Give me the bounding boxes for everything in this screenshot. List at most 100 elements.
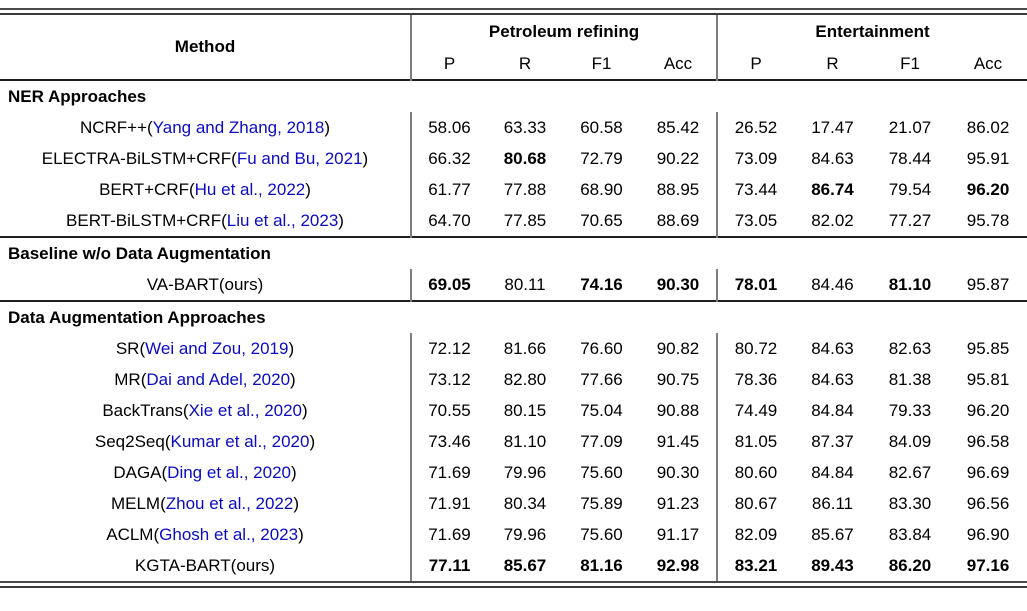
metric-value-cell: 58.06 <box>410 112 487 143</box>
method-name-close-paren: ) <box>338 210 344 230</box>
metric-value-cell: 78.44 <box>888 148 932 168</box>
metric-value-cell: 92.98 <box>656 555 700 575</box>
method-name: MR( <box>114 369 147 389</box>
metric-value-cell: 76.60 <box>580 338 623 358</box>
method-column-header: Method <box>174 37 236 56</box>
table-row: ACLM(Ghosh et al., 2023) 71.69 79.96 75.60 9… <box>0 519 1027 550</box>
citation-link[interactable]: Hu et al., 2022 <box>194 179 306 199</box>
metric-value-cell: 91.17 <box>656 524 700 544</box>
metric-value-cell: 70.65 <box>580 210 623 230</box>
method-cell: MR(Dai and Adel, 2020) <box>0 364 411 395</box>
method-name: MELM( <box>110 493 166 513</box>
metric-value-cell: 75.04 <box>580 400 623 420</box>
metric-value-cell: 85.67 <box>811 524 854 544</box>
metric-value-cell: 80.67 <box>716 488 794 519</box>
metric-value-cell: 96.56 <box>966 493 1010 513</box>
metric-value-cell: 81.66 <box>503 338 547 358</box>
metric-value-cell: 71.69 <box>410 519 487 550</box>
method-cell: MELM(Zhou et al., 2022) <box>0 488 411 519</box>
metric-value-cell: 91.45 <box>656 431 700 451</box>
metric-value-cell: 73.05 <box>716 205 794 237</box>
metric-value-cell: 96.20 <box>966 179 1010 199</box>
table-row: Seq2Seq(Kumar et al., 2020) 73.46 81.10 77.… <box>0 426 1027 457</box>
metric-value-cell: 77.66 <box>580 369 623 389</box>
citation-link[interactable]: Xie et al., 2020 <box>188 400 303 420</box>
metric-value-cell: 79.96 <box>503 524 547 544</box>
metric-value-cell: 80.11 <box>504 274 546 294</box>
metric-value-cell: 91.23 <box>656 493 700 513</box>
metric-value-cell: 86.11 <box>811 493 854 513</box>
metric-header-petroleum-acc: Acc <box>663 54 693 73</box>
metric-value-cell: 84.09 <box>888 431 932 451</box>
section-title: NER Approaches <box>0 79 1027 112</box>
citation-link[interactable]: Wei and Zou, 2019 <box>145 338 289 358</box>
metric-value-cell: 75.60 <box>580 462 623 482</box>
metric-header-petroleum-p: P <box>410 49 487 80</box>
section-header-row: NER Approaches <box>0 79 1027 112</box>
metric-header-entertainment-p: P <box>716 49 794 80</box>
method-name-close-paren: ) <box>293 493 300 513</box>
method-name: ELECTRA-BiLSTM+CRF( <box>41 148 237 168</box>
metric-value-cell: 84.84 <box>811 462 854 482</box>
metric-value-cell: 80.68 <box>503 148 547 168</box>
citation-plain: ours <box>236 555 270 575</box>
method-name: BERT+CRF( <box>99 179 195 199</box>
citation-link[interactable]: Ghosh et al., 2023 <box>159 524 299 544</box>
top-rule-gap <box>0 10 1027 13</box>
group-header-petroleum-refining: Petroleum refining <box>410 15 717 49</box>
citation-link[interactable]: Yang and Zhang, 2018 <box>152 117 325 137</box>
metric-value-cell: 69.05 <box>410 269 487 301</box>
method-cell: ACLM(Ghosh et al., 2023) <box>0 519 411 550</box>
table-row: KGTA-BART(ours) 77.11 85.67 81.16 92.98 83.21… <box>0 550 1027 581</box>
metric-header-petroleum-f1: F1 <box>591 54 612 73</box>
method-name: DAGA( <box>113 462 168 482</box>
method-cell: NCRF++(Yang and Zhang, 2018) <box>0 112 411 143</box>
metric-value-cell: 17.47 <box>811 117 854 137</box>
table-row: MELM(Zhou et al., 2022) 71.91 80.34 75.89 91… <box>0 488 1027 519</box>
metric-value-cell: 80.60 <box>716 457 794 488</box>
method-name-close-paren: ) <box>290 369 296 389</box>
citation-link[interactable]: Fu and Bu, 2021 <box>236 148 363 168</box>
metric-value-cell: 86.74 <box>811 179 854 199</box>
metric-value-cell: 97.16 <box>966 555 1010 575</box>
metric-value-cell: 21.07 <box>888 117 932 137</box>
metric-value-cell: 79.96 <box>503 462 547 482</box>
metric-value-cell: 78.01 <box>716 269 794 301</box>
section-title: Baseline w/o Data Augmentation <box>0 236 1027 269</box>
metric-value-cell: 80.15 <box>503 400 547 420</box>
citation-link[interactable]: Ding et al., 2020 <box>167 462 291 482</box>
metric-value-cell: 71.69 <box>410 457 487 488</box>
metric-value-cell: 72.79 <box>580 148 623 168</box>
method-name: BackTrans( <box>102 400 189 420</box>
metric-value-cell: 82.63 <box>888 338 932 358</box>
method-name-close-paren: ) <box>302 400 308 420</box>
citation-plain: ours <box>224 274 258 294</box>
table-row: DAGA(Ding et al., 2020) 71.69 79.96 75.60 90… <box>0 457 1027 488</box>
metric-value-cell: 66.32 <box>410 143 487 174</box>
metric-value-cell: 77.88 <box>503 179 547 199</box>
metric-value-cell: 61.77 <box>410 174 487 205</box>
metric-value-cell: 68.90 <box>580 179 623 199</box>
metric-value-cell: 95.85 <box>966 338 1010 358</box>
method-name: NCRF++( <box>79 117 153 137</box>
citation-link[interactable]: Liu et al., 2023 <box>226 210 339 230</box>
section-header-row: Baseline w/o Data Augmentation <box>0 236 1027 269</box>
metric-value-cell: 86.20 <box>888 555 932 575</box>
metric-value-cell: 96.20 <box>966 400 1010 420</box>
citation-link[interactable]: Dai and Adel, 2020 <box>146 369 291 389</box>
metric-value-cell: 86.02 <box>966 117 1010 137</box>
metric-value-cell: 84.63 <box>811 148 854 168</box>
metric-value-cell: 75.60 <box>580 524 623 544</box>
metric-value-cell: 81.05 <box>716 426 794 457</box>
metric-value-cell: 90.82 <box>656 338 700 358</box>
bottom-rule-gap <box>0 583 1027 586</box>
metric-value-cell: 85.67 <box>503 555 547 575</box>
table-row: SR(Wei and Zou, 2019) 72.12 81.66 76.60 90.8… <box>0 333 1027 364</box>
metric-value-cell: 81.38 <box>888 369 932 389</box>
citation-link[interactable]: Kumar et al., 2020 <box>170 431 310 451</box>
metric-value-cell: 74.16 <box>580 274 623 294</box>
method-name-close-paren: ) <box>324 117 331 137</box>
citation-link[interactable]: Zhou et al., 2022 <box>165 493 294 513</box>
metric-value-cell: 83.84 <box>888 524 932 544</box>
metric-value-cell: 83.21 <box>716 550 794 581</box>
